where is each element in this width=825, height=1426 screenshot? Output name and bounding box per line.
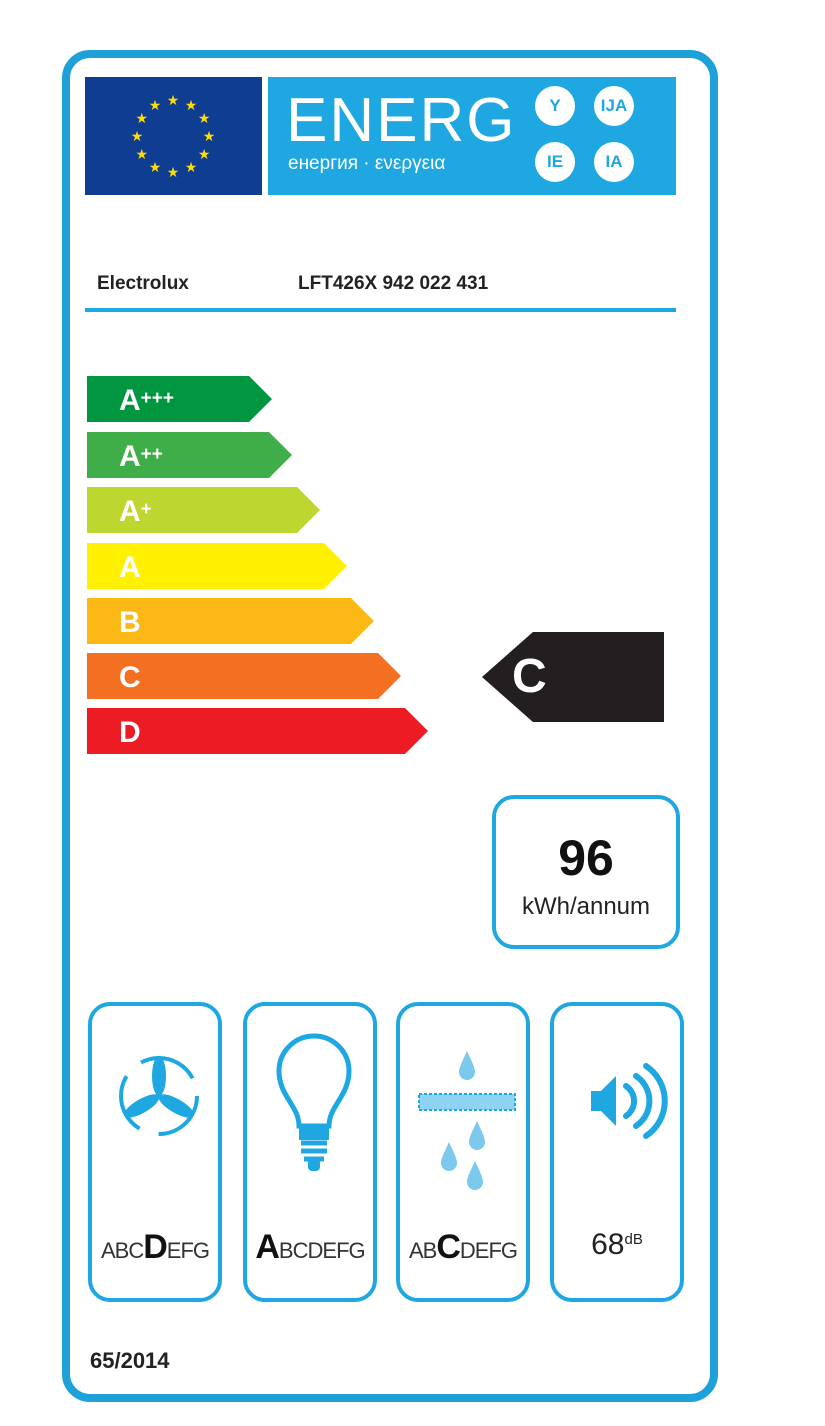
lighting-efficiency-box: ABCDEFG: [243, 1002, 377, 1302]
class-letter: C: [436, 1228, 461, 1266]
svg-text:★: ★: [185, 159, 198, 175]
energy-class-bar: B: [87, 598, 374, 644]
class-letter: B: [114, 1238, 130, 1263]
class-letter: A: [408, 1238, 424, 1263]
suffix-badge: IE: [535, 142, 575, 182]
energy-class-bar: A+: [87, 487, 320, 533]
efficiency-class-scale: ABCDEFG: [400, 1228, 526, 1267]
eu-flag-icon: ★ ★ ★ ★ ★ ★ ★ ★ ★ ★ ★ ★: [85, 77, 262, 195]
class-letter: D: [459, 1238, 476, 1263]
energy-subtitle: енергия · ενεργεια: [288, 153, 446, 174]
divider: [85, 308, 676, 312]
class-letter: G: [192, 1238, 210, 1263]
class-letter: E: [166, 1238, 182, 1263]
grease-filtering-efficiency-box: ABCDEFG: [396, 1002, 530, 1302]
energy-class-bar: A: [87, 543, 347, 589]
fluid-dynamic-efficiency-box: ABCDEFG: [88, 1002, 222, 1302]
class-plus: +++: [140, 388, 174, 409]
class-letter: B: [422, 1238, 438, 1263]
class-letter: G: [348, 1238, 366, 1263]
energy-class-bar: A+++: [87, 376, 272, 422]
noise-value: 68: [591, 1228, 625, 1261]
suffix-badge: Y: [535, 86, 575, 126]
svg-text:★: ★: [136, 110, 149, 126]
efficiency-class-scale: ABCDEFG: [92, 1228, 218, 1267]
svg-text:★: ★: [167, 164, 180, 180]
class-letter: D: [143, 1228, 168, 1266]
regulation-number: 65/2014: [90, 1348, 170, 1373]
supplier-name: Electrolux: [97, 273, 189, 294]
class-letter: A: [255, 1228, 280, 1266]
energy-consumption-box: 96 kWh/annum: [492, 795, 680, 949]
svg-text:★: ★: [136, 146, 149, 162]
class-letter: F: [336, 1238, 349, 1263]
suffix-badge: IJA: [594, 86, 634, 126]
class-letter: C: [119, 661, 141, 694]
noise-level: 68dB: [554, 1228, 680, 1262]
svg-text:★: ★: [198, 110, 211, 126]
noise-unit: dB: [624, 1231, 643, 1248]
class-letter: B: [119, 606, 141, 639]
class-letter: F: [488, 1238, 501, 1263]
noise-level-box: 68dB: [550, 1002, 684, 1302]
svg-text:★: ★: [131, 128, 144, 144]
class-letter: F: [180, 1238, 193, 1263]
class-letter: C: [292, 1238, 309, 1263]
class-plus: ++: [140, 444, 163, 465]
class-plus: +: [140, 499, 152, 520]
label-frame: [62, 50, 718, 1402]
svg-text:★: ★: [203, 128, 216, 144]
class-letter: C: [128, 1238, 144, 1263]
suffix-badge: IA: [594, 142, 634, 182]
energy-class-bar: C: [87, 653, 401, 699]
lightbulb-icon: [276, 1033, 352, 1171]
class-letter: D: [307, 1238, 323, 1263]
class-letter: A: [100, 1238, 116, 1263]
class-letter: G: [500, 1238, 518, 1263]
consumption-value: 96: [558, 830, 614, 886]
svg-text:★: ★: [167, 92, 180, 108]
speaker-noise-icon: [591, 1063, 668, 1139]
class-letter: A: [119, 384, 141, 417]
class-letter: E: [474, 1238, 490, 1263]
svg-text:★: ★: [198, 146, 211, 162]
svg-text:★: ★: [149, 159, 162, 175]
class-letter: E: [322, 1238, 337, 1263]
svg-text:★: ★: [185, 97, 198, 113]
energy-class-bar: D: [87, 708, 428, 754]
model-identifier: LFT426X 942 022 431: [298, 273, 489, 294]
consumption-unit: kWh/annum: [521, 893, 651, 920]
class-letter: A: [119, 495, 141, 528]
fan-icon: [119, 1056, 199, 1136]
svg-text:★: ★: [149, 97, 162, 113]
energy-class-bar: A++: [87, 432, 292, 478]
class-letter: D: [119, 716, 141, 749]
grease-filter-icon: [418, 1051, 516, 1190]
class-letter: B: [278, 1238, 294, 1263]
efficiency-class-scale: ABCDEFG: [247, 1228, 373, 1267]
class-letter: A: [119, 440, 141, 473]
class-letter: A: [119, 551, 141, 584]
energy-title: ENERG: [286, 86, 517, 155]
